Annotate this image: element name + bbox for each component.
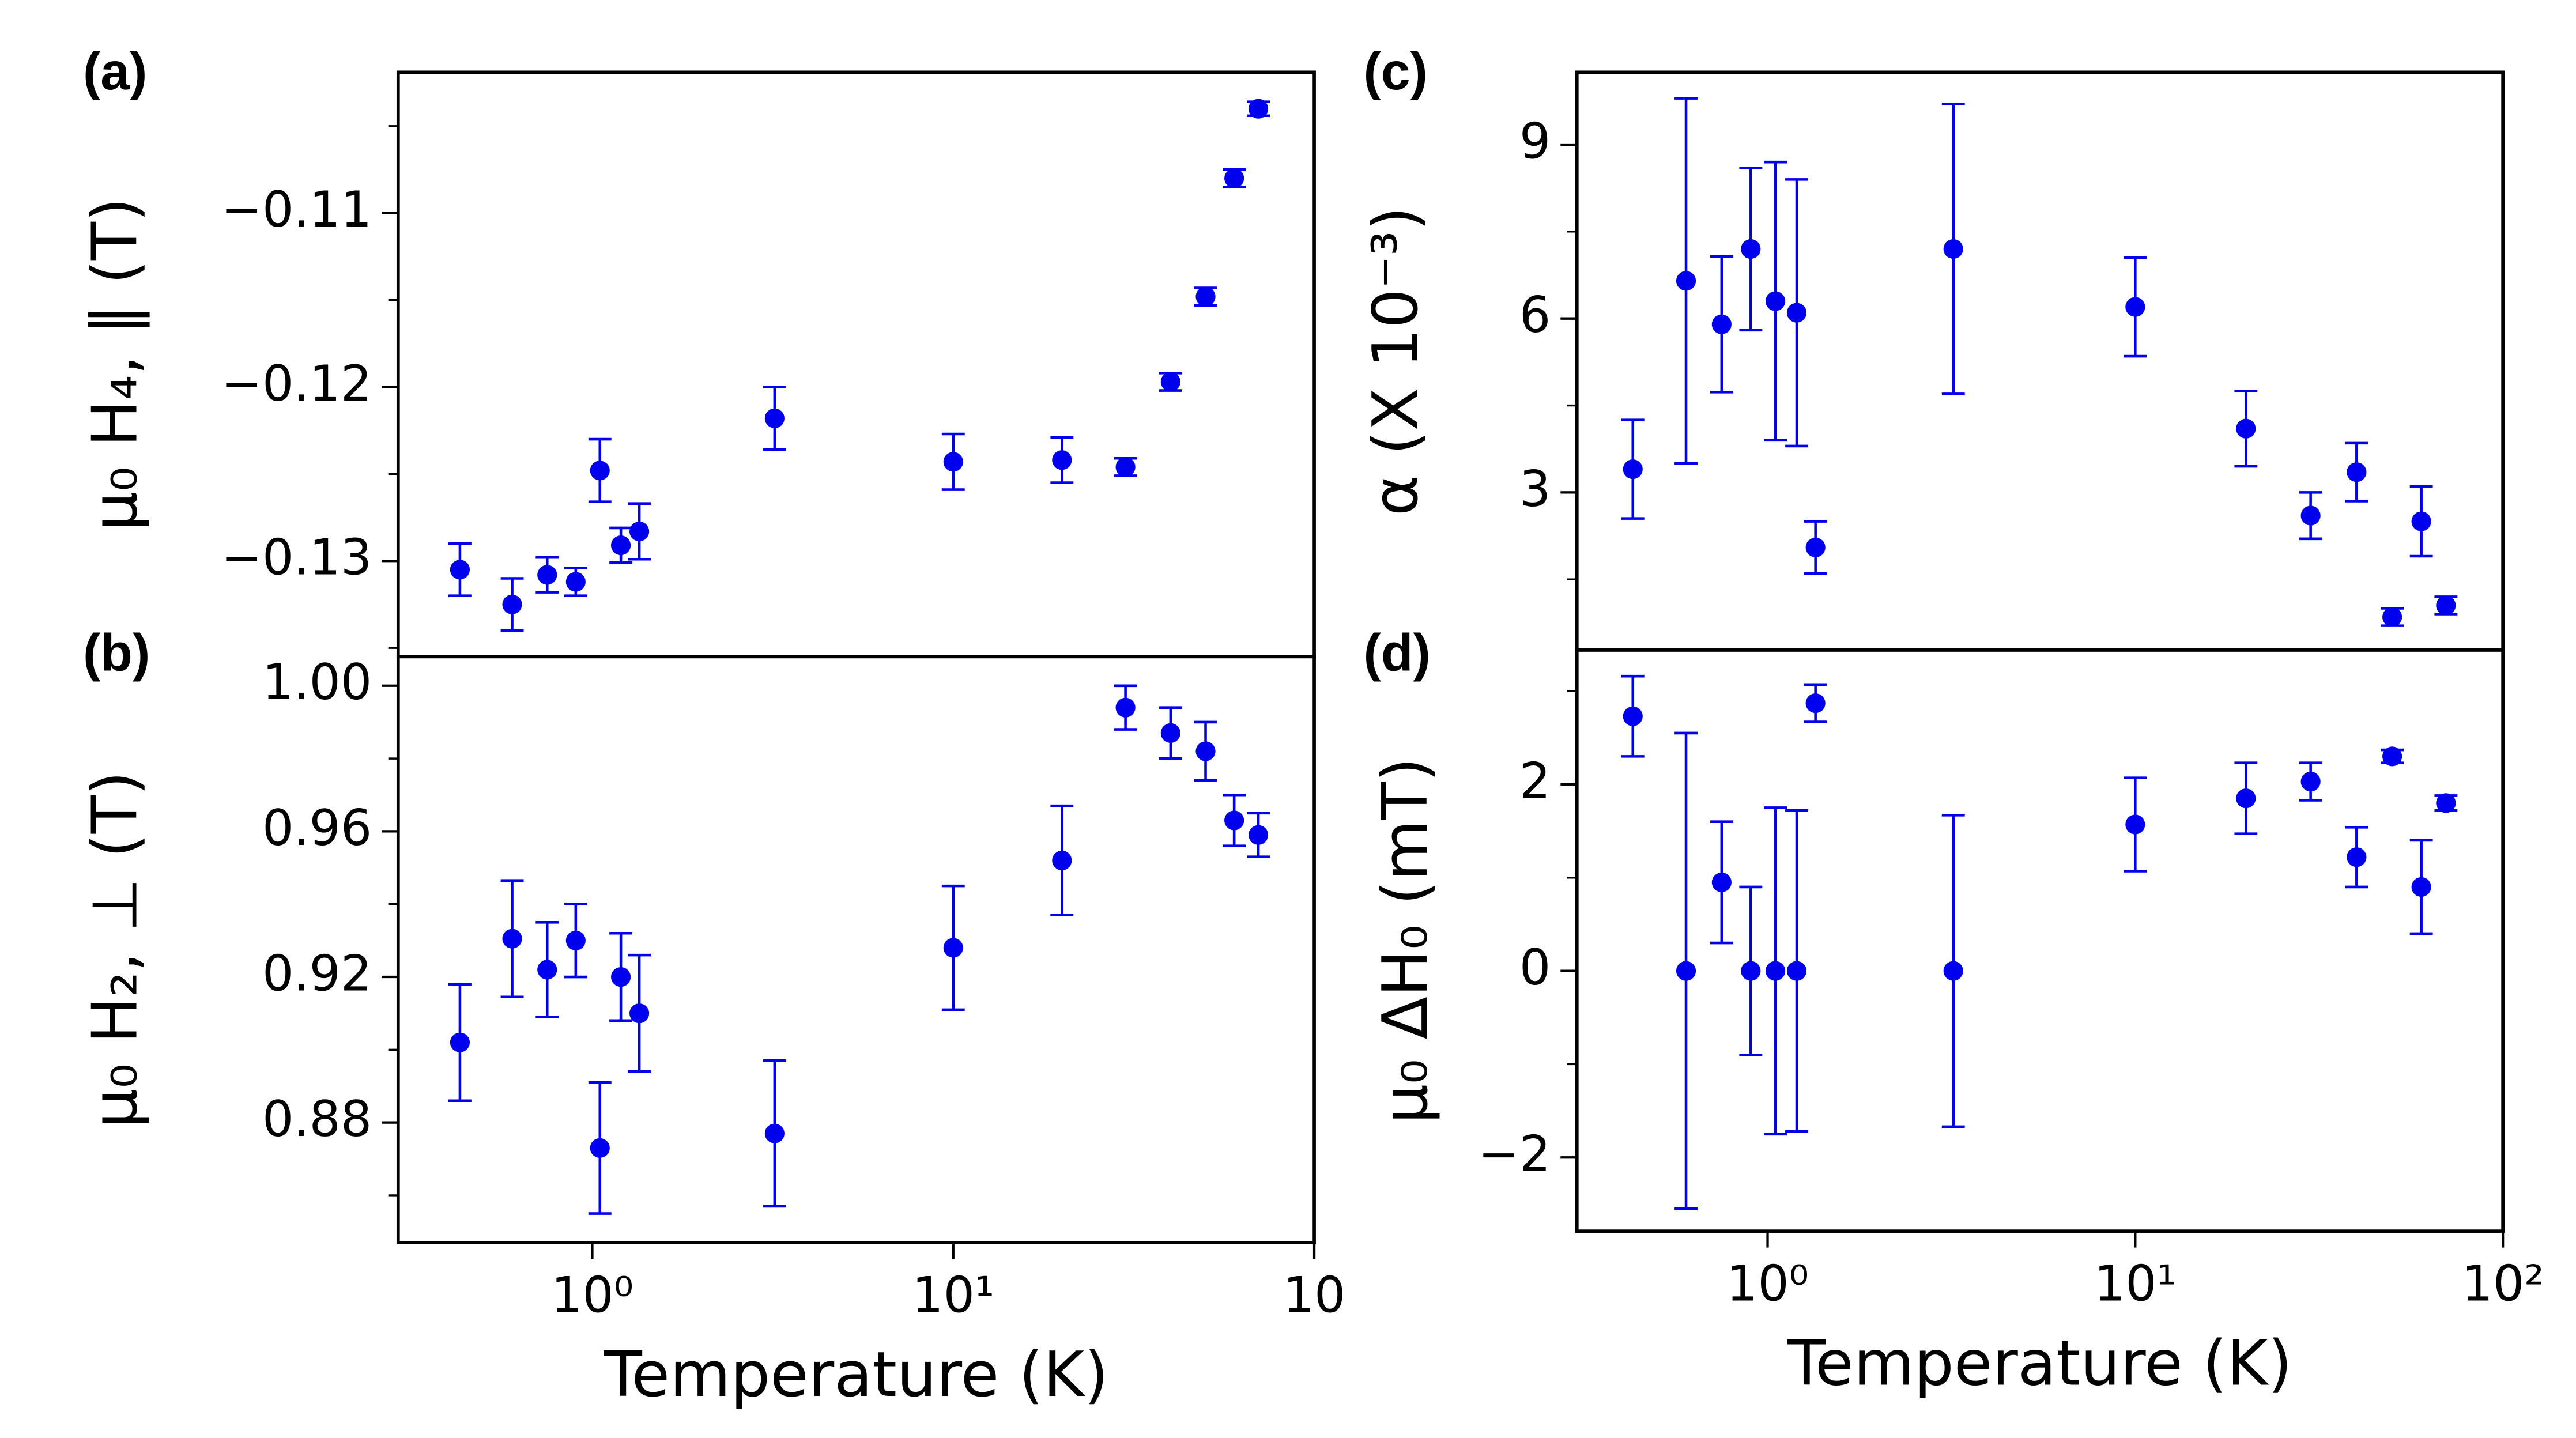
data-point: [1741, 239, 1761, 259]
data-point: [590, 1138, 610, 1158]
data-point: [2236, 418, 2256, 439]
data-point: [1765, 961, 1786, 981]
data-point: [1195, 286, 1216, 307]
panel-label: (a): [83, 42, 147, 101]
data-point: [1943, 239, 1963, 259]
data-point: [1805, 537, 1826, 557]
y-tick-label: 1.00: [262, 654, 372, 711]
panel-label: (c): [1364, 42, 1428, 101]
data-point: [1052, 850, 1072, 871]
data-point: [1623, 706, 1643, 726]
y-axis-label: μ₀ ΔH₀ (mT): [1369, 757, 1442, 1124]
data-point: [1623, 459, 1643, 480]
y-axis-label: μ₀ H₂, ⊥ (T): [78, 771, 151, 1128]
data-point: [2411, 511, 2431, 531]
data-point: [502, 929, 522, 949]
y-tick-label: 0.96: [262, 800, 372, 857]
x-tick-label: 10: [1283, 1267, 1346, 1324]
data-point: [943, 452, 963, 472]
data-point: [943, 938, 963, 958]
y-tick-label: 3: [1519, 461, 1551, 518]
data-point: [764, 408, 785, 428]
data-point: [1805, 693, 1826, 714]
data-point: [1052, 450, 1072, 470]
data-point: [1224, 168, 1244, 188]
plot-frame: [396, 655, 1316, 1244]
data-point: [610, 967, 631, 987]
data-point: [1943, 961, 1963, 981]
data-point: [537, 565, 557, 585]
data-point: [1160, 372, 1180, 392]
plot-frame: [1575, 70, 2505, 652]
data-point: [629, 1003, 650, 1024]
y-axis-label: α (X 10⁻³): [1359, 206, 1432, 516]
data-point: [450, 1032, 470, 1052]
x-axis-label: Temperature (K): [604, 1338, 1108, 1411]
data-point: [1248, 825, 1269, 845]
data-point: [1711, 314, 1732, 334]
x-tick-label: 10⁰: [551, 1267, 633, 1324]
data-point: [2436, 793, 2456, 813]
data-point: [2347, 847, 2367, 867]
data-point: [1676, 271, 1696, 291]
data-point: [565, 572, 586, 592]
plot-frame: [1575, 648, 2505, 1233]
data-point: [1248, 99, 1269, 119]
data-point: [1741, 961, 1761, 981]
data-point: [1786, 961, 1807, 981]
data-point: [565, 930, 586, 950]
data-point: [2347, 462, 2367, 482]
y-tick-label: −0.11: [221, 182, 372, 239]
data-point: [764, 1123, 785, 1143]
data-point: [2382, 746, 2402, 767]
panel-label: (b): [83, 623, 150, 682]
x-tick-label: 10⁰: [1726, 1255, 1809, 1312]
panel-label: (d): [1364, 623, 1431, 682]
y-tick-label: −0.13: [221, 530, 372, 587]
data-point: [2411, 877, 2431, 897]
x-axis-label: Temperature (K): [1787, 1327, 2292, 1399]
data-point: [2125, 814, 2145, 835]
data-point: [1115, 457, 1136, 477]
data-point: [1676, 961, 1696, 981]
y-tick-label: −2: [1478, 1126, 1551, 1183]
y-tick-label: 9: [1519, 113, 1551, 170]
data-point: [1195, 741, 1216, 761]
data-point: [629, 521, 650, 542]
data-point: [1115, 697, 1136, 718]
y-tick-label: 2: [1519, 753, 1551, 810]
x-tick-label: 10²: [2462, 1255, 2544, 1312]
y-tick-label: 0: [1519, 939, 1551, 997]
plot-frame: [396, 70, 1316, 659]
x-tick-label: 10¹: [2094, 1255, 2177, 1312]
data-point: [1711, 872, 1732, 892]
y-tick-label: 0.92: [262, 945, 372, 1002]
data-point: [590, 461, 610, 481]
data-point: [1765, 291, 1786, 311]
data-point: [450, 560, 470, 580]
data-point: [502, 594, 522, 614]
y-tick-label: 6: [1519, 287, 1551, 344]
y-tick-label: −0.12: [221, 356, 372, 413]
data-point: [2236, 788, 2256, 809]
data-point: [2382, 607, 2402, 627]
data-point: [1224, 810, 1244, 831]
y-axis-label: μ₀ H₄, ∥ (T): [78, 198, 151, 531]
data-point: [2300, 771, 2321, 792]
data-point: [2436, 595, 2456, 616]
y-tick-label: 0.88: [262, 1091, 372, 1148]
x-tick-label: 10¹: [912, 1267, 994, 1324]
data-point: [537, 960, 557, 980]
data-point: [2300, 505, 2321, 526]
data-point: [2125, 297, 2145, 317]
data-point: [610, 535, 631, 556]
data-point: [1160, 723, 1180, 743]
data-point: [1786, 303, 1807, 323]
